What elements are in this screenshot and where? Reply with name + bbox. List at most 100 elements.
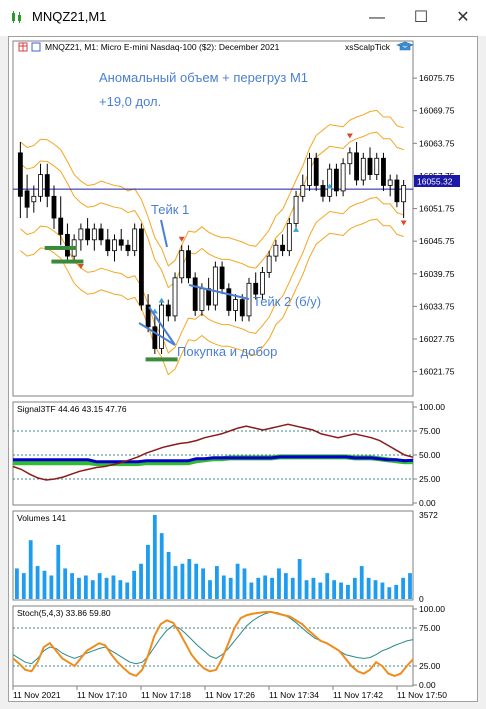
volume-bar <box>83 575 88 599</box>
buy-arrow-icon <box>293 226 300 232</box>
minimize-button[interactable]: — <box>369 9 385 26</box>
volume-bar <box>125 582 130 599</box>
candle-down <box>381 157 386 186</box>
candle-up <box>327 168 333 197</box>
chart-canvas[interactable]: 16075.7516069.7516063.7516057.7516051.75… <box>9 37 479 703</box>
sell-arrow-icon <box>346 133 353 139</box>
volume-bar <box>366 577 371 599</box>
volume-bar <box>132 570 137 599</box>
volume-bar <box>277 568 281 599</box>
xtick-label: 11 Nov 2021 <box>13 690 61 700</box>
candle-up <box>179 250 185 279</box>
volume-bar <box>290 577 295 599</box>
sell-arrow-icon <box>400 220 407 226</box>
candle-up <box>246 282 252 317</box>
stoch-panel-frame <box>12 605 414 687</box>
candle-up <box>260 272 265 295</box>
volume-bar <box>139 563 143 599</box>
volume-bar <box>49 575 54 599</box>
volume-bar <box>304 580 309 599</box>
candle-down <box>58 217 64 235</box>
main-ytick-label: 16051.75 <box>419 204 455 214</box>
candle-down <box>98 228 104 241</box>
buy-pointer-1 <box>148 306 176 346</box>
stoch-ytick-label: 100.00 <box>419 604 445 614</box>
main-ytick-label: 16027.75 <box>419 334 455 344</box>
volume-bar <box>104 577 109 599</box>
candle-up <box>112 239 117 252</box>
candle-down <box>65 233 70 257</box>
volume-bar <box>408 573 412 599</box>
annotation-profit: +19,0 дол. <box>99 94 161 109</box>
label-take2: Тейк 2 (б/у) <box>253 294 321 309</box>
volume-bar <box>166 551 171 599</box>
candle-up <box>31 195 37 203</box>
current-price-label: 16055.32 <box>417 177 453 187</box>
band-outer-lower <box>20 218 404 376</box>
candle-down <box>145 304 151 328</box>
volume-bar <box>208 580 212 599</box>
volume-bar <box>152 515 157 599</box>
level-marker <box>44 245 77 250</box>
signal-line-blue <box>13 455 414 464</box>
candle-up <box>172 277 178 317</box>
volume-bar <box>325 573 330 599</box>
volume-panel-frame <box>12 510 414 601</box>
signal-panel-title: Signal3TF 44.46 43.15 47.76 <box>17 404 127 414</box>
candle-up <box>199 288 205 311</box>
sell-arrow-icon <box>77 263 84 269</box>
signal-ytick-label: 50.00 <box>419 450 441 460</box>
main-ytick-label: 16075.75 <box>419 73 455 83</box>
level-marker <box>145 357 178 362</box>
candle-up <box>286 223 292 252</box>
candle-up <box>347 152 353 165</box>
chart-header: MNQZ21, M1: Micro E-mini Nasdaq-100 ($2)… <box>18 41 414 52</box>
chart-window[interactable]: 16075.7516069.7516063.7516057.7516051.75… <box>8 36 478 702</box>
volume-bar <box>146 544 150 599</box>
main-ytick-label: 16039.75 <box>419 269 455 279</box>
candle-up <box>340 163 346 192</box>
volume-bar <box>249 582 254 599</box>
volume-bar <box>297 559 302 599</box>
main-ytick-label: 16021.75 <box>419 367 455 377</box>
stoch-panel-title: Stoch(5,4,3) 33.86 59.80 <box>17 608 111 618</box>
candle-up <box>266 255 272 273</box>
band-inner-upper <box>20 131 404 289</box>
candle-down <box>118 239 124 246</box>
stoch-ytick-label: 0.00 <box>419 680 436 690</box>
candle-down <box>354 152 359 181</box>
main-ytick-label: 16063.75 <box>419 138 455 148</box>
window-icon <box>31 42 41 52</box>
annotation-title: Аномальный объем + перегруз M1 <box>99 70 308 85</box>
volume-bar <box>70 573 74 599</box>
candle-down <box>138 228 144 306</box>
band-outer-upper <box>20 109 404 267</box>
candle-up <box>401 185 407 203</box>
main-ytick-label: 16045.75 <box>419 236 455 246</box>
volume-panel-title: Volumes 141 <box>17 513 66 523</box>
volume-bar <box>380 582 385 599</box>
candle-down <box>105 239 111 252</box>
candle-down <box>367 157 373 175</box>
stoch-signal-line <box>12 611 414 678</box>
volume-bar <box>346 584 350 599</box>
window-titlebar: MNQZ21,M1 — ☐ ✕ <box>0 0 486 36</box>
stoch-ytick-label: 75.00 <box>419 623 441 633</box>
graduation-cap-icon[interactable] <box>396 41 414 51</box>
volume-bar <box>173 566 178 599</box>
volume-bar <box>159 533 164 599</box>
close-button[interactable]: ✕ <box>456 9 470 26</box>
volume-bar <box>215 566 219 599</box>
signal-ytick-label: 0.00 <box>419 498 436 508</box>
band-inner-lower <box>20 196 404 354</box>
candle-down <box>313 157 319 186</box>
candle-down <box>394 179 400 203</box>
volume-bar <box>401 577 405 599</box>
maximize-button[interactable]: ☐ <box>413 9 429 26</box>
chart-header-title: MNQZ21, M1: Micro E-mini Nasdaq-100 ($2)… <box>45 42 280 52</box>
xtick-label: 11 Nov 17:10 <box>77 690 127 700</box>
signal-line-red <box>12 423 414 481</box>
volume-bar <box>242 568 247 599</box>
signal-ytick-label: 100.00 <box>419 402 445 412</box>
candle-up <box>307 157 312 186</box>
